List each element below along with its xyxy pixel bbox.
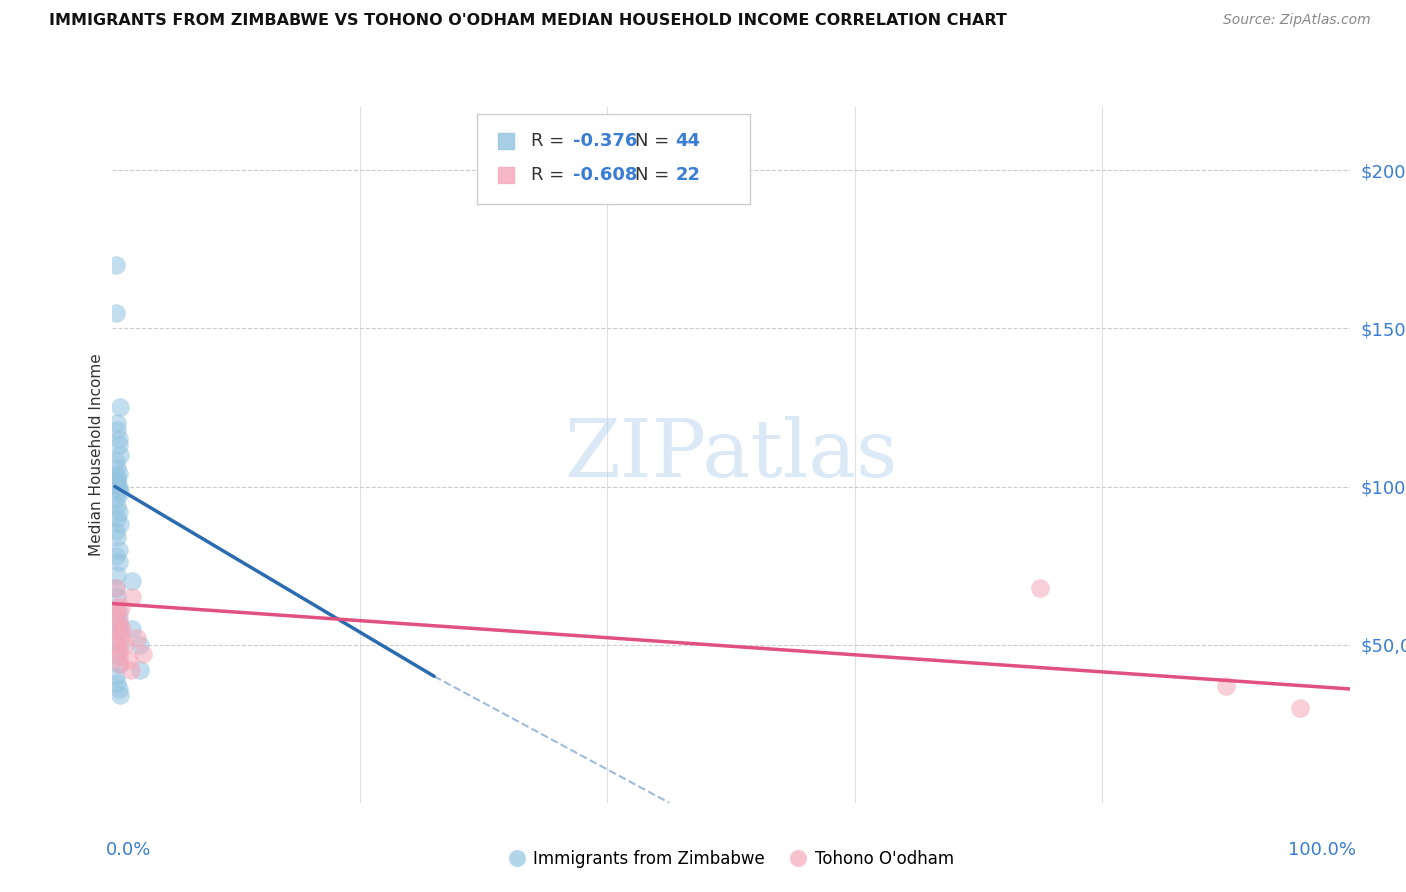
Text: R =: R =: [530, 132, 564, 150]
Point: [105, 492, 128, 507]
Point: [107, 542, 129, 557]
Text: 22: 22: [675, 166, 700, 184]
Point: [105, 524, 128, 538]
Point: [105, 305, 128, 319]
Text: -0.376: -0.376: [572, 132, 637, 150]
Point: [111, 622, 134, 636]
Point: [108, 486, 131, 500]
Point: [107, 606, 129, 620]
Point: [108, 632, 131, 646]
Point: [105, 454, 128, 468]
Point: [108, 517, 131, 532]
Point: [107, 417, 129, 431]
Point: [105, 669, 128, 683]
Point: [107, 647, 129, 661]
Text: N =: N =: [634, 166, 669, 184]
Point: [107, 638, 129, 652]
Point: [107, 423, 129, 437]
Point: [108, 401, 131, 415]
Point: [1029, 581, 1052, 595]
Point: [107, 470, 129, 484]
Text: 0.0%: 0.0%: [107, 841, 152, 859]
Point: [132, 647, 155, 661]
Point: [107, 467, 129, 481]
Legend: Immigrants from Zimbabwe, Tohono O'odham: Immigrants from Zimbabwe, Tohono O'odham: [502, 843, 960, 874]
Point: [108, 448, 131, 462]
Point: [105, 581, 128, 595]
Point: [108, 688, 131, 702]
Point: [107, 432, 129, 446]
Text: ZIPatlas: ZIPatlas: [564, 416, 898, 494]
Point: [105, 581, 128, 595]
Text: Source: ZipAtlas.com: Source: ZipAtlas.com: [1223, 13, 1371, 28]
Text: IMMIGRANTS FROM ZIMBABWE VS TOHONO O'ODHAM MEDIAN HOUSEHOLD INCOME CORRELATION C: IMMIGRANTS FROM ZIMBABWE VS TOHONO O'ODH…: [49, 13, 1007, 29]
Point: [107, 505, 129, 519]
Point: [117, 653, 139, 667]
Point: [107, 530, 129, 544]
Point: [107, 556, 129, 570]
Text: -0.608: -0.608: [572, 166, 637, 184]
Point: [107, 568, 129, 582]
Point: [110, 599, 132, 614]
Point: [121, 574, 143, 589]
Point: [107, 483, 129, 497]
Point: [107, 599, 129, 614]
Point: [108, 638, 131, 652]
Text: 100.0%: 100.0%: [1288, 841, 1355, 859]
Point: [127, 632, 149, 646]
Point: [114, 638, 136, 652]
Point: [128, 638, 150, 652]
Point: [107, 681, 129, 696]
Point: [107, 650, 129, 665]
Point: [107, 615, 129, 630]
Point: [121, 591, 143, 605]
Point: [107, 473, 129, 487]
Point: [107, 657, 129, 671]
Point: [105, 258, 128, 272]
Text: 44: 44: [675, 132, 700, 150]
Point: [107, 511, 129, 525]
Point: [107, 612, 129, 626]
Point: [128, 663, 150, 677]
FancyBboxPatch shape: [478, 114, 749, 204]
Point: [105, 549, 128, 563]
Text: N =: N =: [634, 132, 669, 150]
Point: [107, 675, 129, 690]
Point: [107, 479, 129, 493]
Point: [107, 618, 129, 632]
Point: [107, 438, 129, 452]
Point: [107, 499, 129, 513]
Point: [121, 622, 143, 636]
Point: [107, 644, 129, 658]
Point: [1215, 679, 1237, 693]
Point: [107, 460, 129, 475]
Point: [1289, 701, 1312, 715]
Point: [108, 657, 131, 671]
Point: [120, 663, 142, 677]
Point: [107, 625, 129, 640]
Point: [105, 476, 128, 491]
Point: [107, 606, 129, 620]
Point: [108, 625, 131, 640]
Y-axis label: Median Household Income: Median Household Income: [89, 353, 104, 557]
Point: [107, 591, 129, 605]
Text: R =: R =: [530, 166, 564, 184]
